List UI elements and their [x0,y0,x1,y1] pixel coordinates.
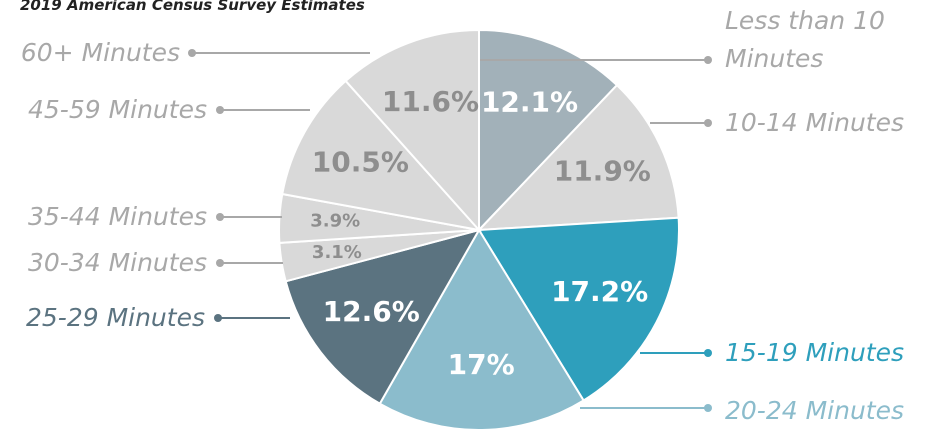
pie-slice [378,228,585,429]
slice-label: 10.5% [312,145,409,178]
slice-label: 12.1% [481,86,578,119]
slice-label: 11.9% [554,155,651,188]
leader-dot [188,49,196,57]
leader-dot [216,259,224,267]
legend-label: 15-19 Minutes [725,338,905,367]
legend-label: 20-24 Minutes [725,396,905,425]
leader-dot [704,349,712,357]
subtitle: 2019 American Census Survey Estimates [20,0,365,14]
leader-dot [216,213,224,221]
leader-dot [704,404,712,412]
pie-slice [281,79,482,232]
pie-slice [284,228,482,406]
slice-label: 12.6% [323,295,420,328]
legend-label: 30-34 Minutes [27,248,207,277]
leader-dot [216,106,224,114]
leader-dot [704,119,712,127]
legend-label: 10-14 Minutes [725,108,905,137]
pie-slice [477,216,680,402]
leader-dot [214,314,222,322]
legend-label: 35-44 Minutes [27,202,207,231]
slice-label: 17.2% [551,275,648,308]
legend-label: 60+ Minutes [20,38,180,67]
slice-label: 11.6% [382,85,479,118]
slice-label: 17% [448,348,515,381]
slice-label: 3.9% [310,211,360,232]
pie-slice [478,28,619,233]
pie-slice [344,28,480,233]
pie-slice [476,83,680,232]
legend-label: Less than 10 Minutes [725,6,885,73]
legend-label: 45-59 Minutes [27,95,207,124]
leader-dot [704,56,712,64]
legend-label: 25-29 Minutes [25,303,205,332]
slice-label: 3.1% [312,242,362,263]
